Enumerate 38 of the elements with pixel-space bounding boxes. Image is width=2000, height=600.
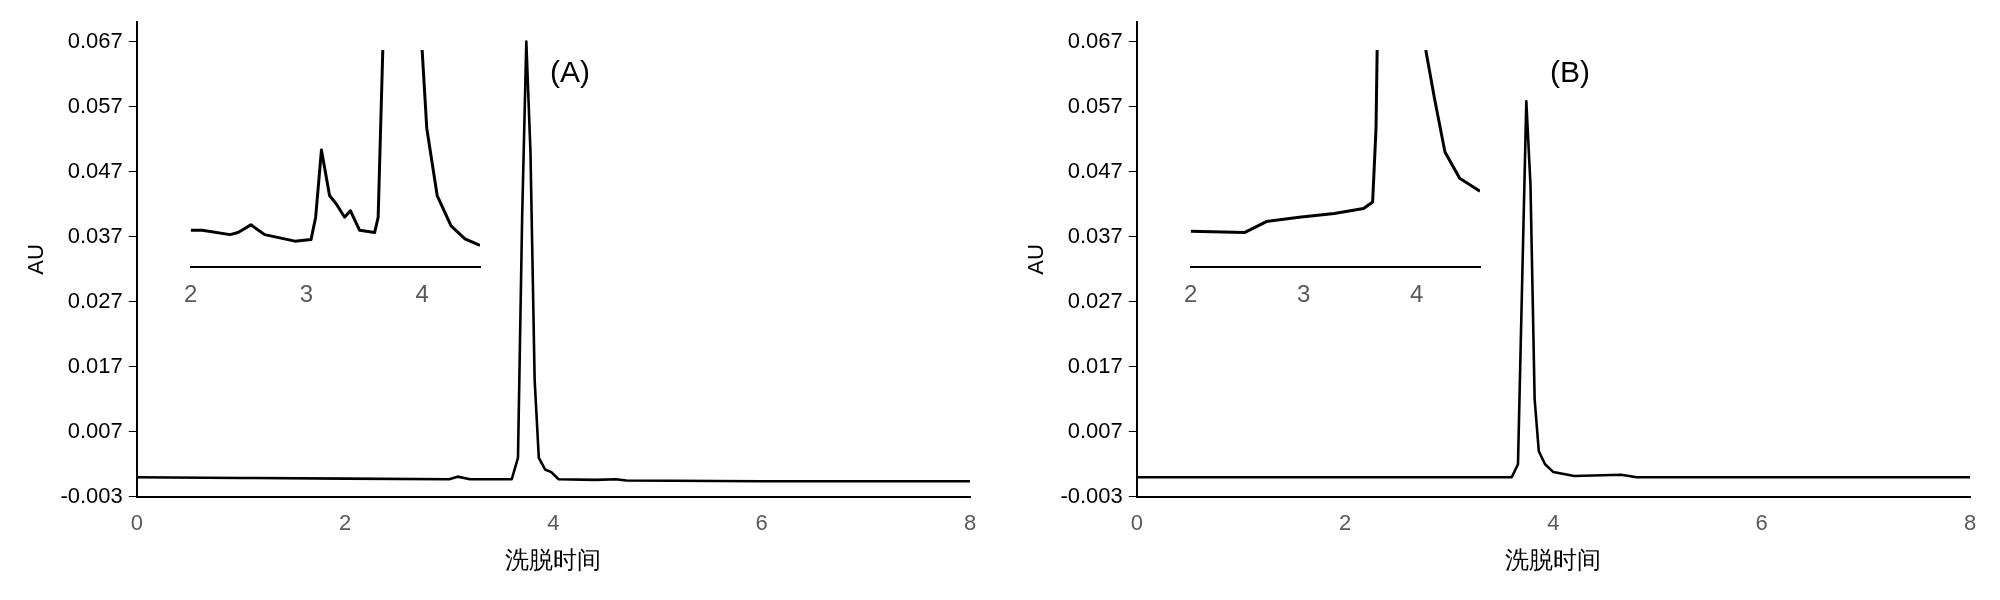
y-tick-label: 0.047 — [67, 157, 123, 183]
y-tick-label: 0.017 — [67, 352, 123, 378]
x-tick-label: 3 — [299, 280, 314, 308]
x-tick-label: 4 — [547, 510, 560, 536]
y-tick-label: -0.003 — [60, 482, 123, 508]
y-axis-title: AU — [1023, 244, 1049, 275]
x-tick-label: 2 — [338, 510, 352, 536]
y-tick-label: 0.037 — [67, 222, 123, 248]
x-tick-label: 3 — [1297, 280, 1311, 308]
x-tick-label: 4 — [1410, 280, 1424, 308]
x-tick-label: 8 — [963, 510, 977, 536]
x-tick-label: 6 — [1755, 510, 1768, 536]
x-tick-label: 4 — [1547, 510, 1560, 536]
x-tick-label: 4 — [415, 280, 429, 308]
x-tick-label: 0 — [130, 510, 143, 536]
y-tick-label: 0.007 — [1067, 417, 1123, 443]
x-tick-label: 2 — [1183, 280, 1198, 308]
y-tick-label: 0.037 — [1067, 222, 1123, 248]
y-tick-label: 0.017 — [1067, 352, 1123, 378]
y-tick-label: 0.067 — [1067, 27, 1123, 53]
y-tick-label: 0.007 — [67, 417, 123, 443]
y-tick-label: 0.027 — [1067, 287, 1123, 313]
x-tick-label: 6 — [755, 510, 768, 536]
x-tick-label: 0 — [1130, 510, 1143, 536]
text: (A) — [550, 55, 591, 89]
x-axis-title: 洗脱时间 — [1505, 546, 1602, 574]
x-tick-label: 2 — [183, 280, 198, 308]
y-tick-label: 0.027 — [67, 287, 123, 313]
y-axis-title: AU — [23, 244, 49, 275]
x-tick-label: 2 — [1338, 510, 1352, 536]
y-tick-label: 0.067 — [67, 27, 123, 53]
y-tick-label: 0.057 — [67, 92, 123, 118]
x-tick-label: 8 — [1963, 510, 1977, 536]
y-tick-label: 0.047 — [1067, 157, 1123, 183]
y-tick-label: 0.057 — [1067, 92, 1123, 118]
x-axis-title: 洗脱时间 — [505, 546, 602, 574]
y-tick-label: -0.003 — [1060, 482, 1123, 508]
text: (B) — [1550, 55, 1591, 89]
